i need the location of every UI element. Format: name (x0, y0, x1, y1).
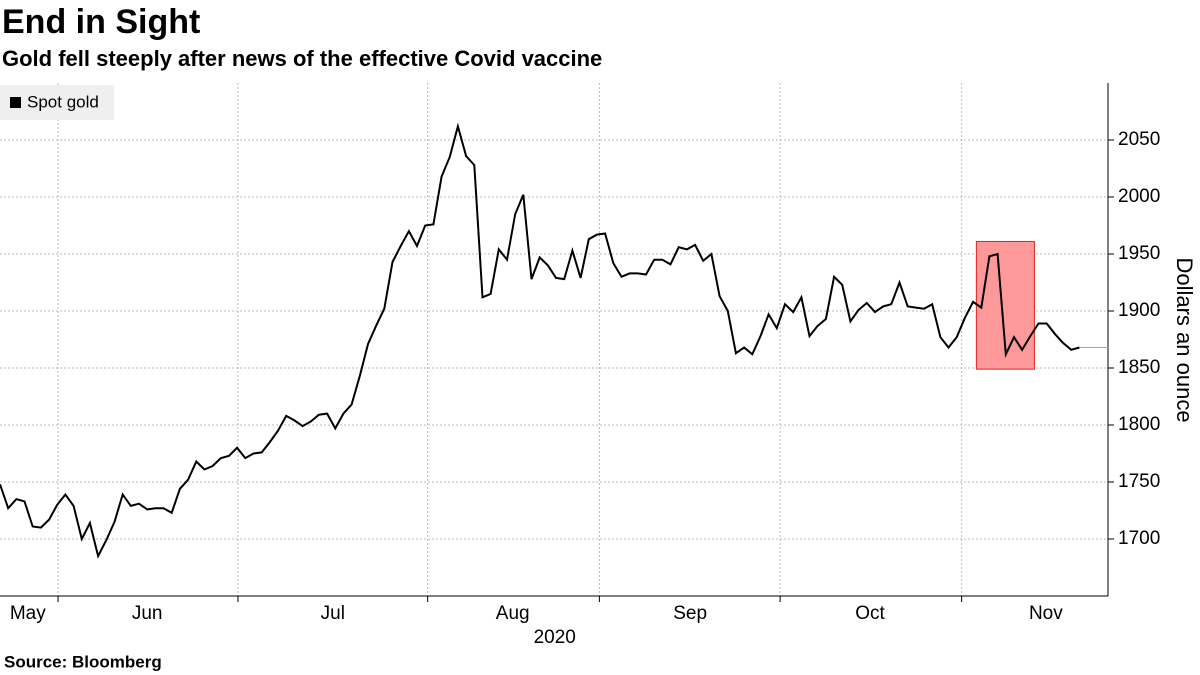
y-tick-label: 1800 (1118, 414, 1160, 435)
x-tick-label: Nov (1029, 603, 1063, 624)
y-tick-label: 1900 (1118, 300, 1160, 321)
legend-label: Spot gold (27, 92, 99, 111)
source: Source: Bloomberg (4, 652, 162, 671)
y-tick-label: 1750 (1118, 471, 1160, 492)
x-axis-label: 2020 (534, 627, 576, 648)
legend-swatch (10, 97, 21, 108)
y-tick-label: 2050 (1118, 129, 1160, 150)
y-tick-label: 1700 (1118, 528, 1160, 549)
x-tick-label: Oct (855, 603, 885, 624)
chart-title: End in Sight (2, 3, 200, 41)
y-tick-label: 1950 (1118, 243, 1160, 264)
x-tick-label: May (10, 603, 46, 624)
chart-subtitle: Gold fell steeply after news of the effe… (2, 46, 602, 71)
y-axis-label: Dollars an ounce (1172, 257, 1197, 422)
x-tick-label: Jun (132, 603, 163, 624)
x-tick-label: Jul (321, 603, 345, 624)
y-tick-label: 1850 (1118, 357, 1160, 378)
line (0, 122, 1080, 559)
x-tick-label: Sep (673, 603, 707, 624)
plot: 1700 1750 1800 1850 1900 1950 2000 2050 May Jun Ju… (0, 83, 1160, 648)
x-tick-label: Aug (496, 603, 530, 624)
y-tick-label: 2000 (1118, 186, 1160, 207)
